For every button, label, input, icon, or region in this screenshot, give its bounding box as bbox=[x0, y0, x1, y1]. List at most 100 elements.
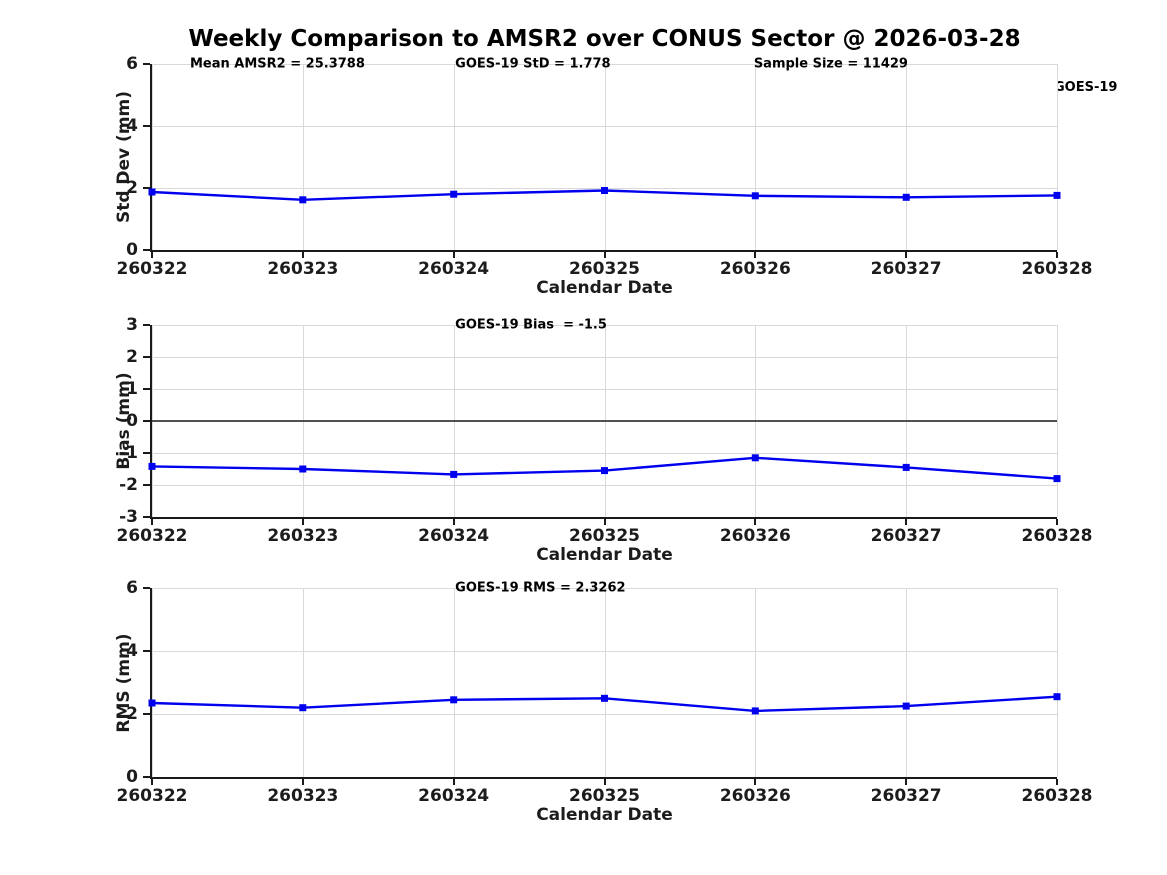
y-axis-spine bbox=[150, 325, 152, 519]
data-point-marker bbox=[299, 465, 307, 473]
data-point-marker bbox=[751, 454, 759, 462]
y-tick-label: -1 bbox=[119, 443, 138, 463]
x-tick-label: 260325 bbox=[569, 786, 640, 806]
gridline bbox=[302, 64, 304, 250]
x-tick-label: 260326 bbox=[719, 786, 791, 806]
y-tick bbox=[143, 63, 150, 65]
gridline bbox=[1057, 64, 1058, 250]
y-tick-label: 0 bbox=[126, 767, 138, 787]
x-tick-label: 260323 bbox=[267, 786, 339, 806]
stat-annotation: Mean AMSR2 = 25.3788 bbox=[190, 56, 365, 72]
y-tick bbox=[143, 776, 150, 778]
x-tick-label: 260325 bbox=[569, 526, 640, 546]
x-tick-label: 260323 bbox=[267, 526, 339, 546]
y-tick bbox=[143, 125, 150, 127]
stat-annotation: GOES-19 RMS = 2.3262 bbox=[455, 580, 626, 596]
x-tick-label: 260328 bbox=[1021, 786, 1093, 806]
y-tick-label: 2 bbox=[126, 178, 138, 198]
subplot-bias: 260322 260323 260324 260325 260326 260327 2603… bbox=[114, 315, 1092, 565]
y-tick-label: 0 bbox=[126, 240, 138, 260]
gridline bbox=[453, 588, 455, 777]
subplot-std-dev: 260322 260323 260324 260325 260326 260327 2603… bbox=[114, 54, 1092, 298]
y-tick bbox=[143, 249, 150, 251]
y-tick bbox=[143, 388, 150, 390]
y-tick bbox=[143, 324, 150, 326]
data-point-marker bbox=[601, 187, 608, 194]
gridline bbox=[453, 64, 455, 250]
x-tick-label: 260328 bbox=[1021, 259, 1093, 279]
y-tick-label: 6 bbox=[126, 54, 138, 74]
x-tick bbox=[754, 519, 757, 525]
y-axis-label: Std Dev (mm) bbox=[114, 90, 134, 224]
y-axis-spine bbox=[150, 588, 152, 779]
x-tick bbox=[452, 519, 455, 525]
stat-annotation: Sample Size = 11429 bbox=[753, 56, 908, 72]
gridline bbox=[152, 453, 1057, 454]
x-tick bbox=[1056, 779, 1058, 785]
gridline bbox=[906, 64, 908, 250]
y-tick-label: 4 bbox=[126, 641, 138, 661]
stat-annotation: GOES-19 Bias = -1.5 bbox=[455, 317, 607, 333]
x-axis-label: Calendar Date bbox=[536, 545, 673, 565]
y-axis-label: Bias (mm) bbox=[114, 372, 134, 470]
y-tick bbox=[143, 356, 150, 358]
x-tick bbox=[603, 252, 606, 258]
x-tick bbox=[452, 779, 455, 785]
y-axis-label: RMS (mm) bbox=[114, 632, 134, 733]
x-tick bbox=[151, 252, 153, 258]
gridline bbox=[755, 64, 757, 250]
gridline bbox=[1057, 588, 1058, 777]
gridline bbox=[755, 588, 757, 777]
y-tick bbox=[143, 452, 150, 454]
y-axis-spine bbox=[150, 64, 152, 252]
x-axis-spine bbox=[150, 250, 1057, 252]
data-point-marker bbox=[299, 704, 307, 712]
x-tick-label: 260322 bbox=[116, 259, 188, 279]
y-tick bbox=[143, 484, 150, 486]
data-point-marker bbox=[450, 696, 458, 704]
gridline bbox=[906, 588, 908, 777]
gridline bbox=[152, 389, 1057, 390]
gridline bbox=[604, 64, 606, 250]
x-tick-label: 260327 bbox=[870, 259, 942, 279]
x-tick bbox=[603, 779, 606, 785]
gridline bbox=[152, 588, 153, 777]
y-tick bbox=[143, 650, 150, 652]
subplot-rms: 260322 260323 260324 260325 260326 260327 2603… bbox=[114, 578, 1092, 825]
gridline bbox=[152, 126, 1057, 127]
data-point-marker bbox=[148, 699, 156, 707]
gridline bbox=[152, 325, 1057, 326]
y-tick-label: 2 bbox=[126, 347, 138, 367]
x-tick bbox=[151, 779, 153, 785]
data-point-marker bbox=[601, 694, 608, 702]
gridline bbox=[152, 588, 1057, 589]
legend-label: GOES-19 bbox=[1054, 79, 1118, 95]
x-tick bbox=[1056, 252, 1058, 258]
data-point-marker bbox=[1053, 475, 1061, 483]
x-tick bbox=[301, 252, 304, 258]
gridline bbox=[152, 714, 1057, 715]
x-tick-label: 260324 bbox=[418, 259, 490, 279]
y-tick-label: 6 bbox=[126, 578, 138, 598]
x-axis-spine bbox=[150, 777, 1057, 779]
gridline bbox=[152, 357, 1057, 358]
y-tick bbox=[143, 713, 150, 715]
data-point-marker bbox=[148, 188, 156, 196]
y-tick-label: 3 bbox=[126, 315, 138, 335]
x-tick bbox=[905, 779, 908, 785]
x-tick-label: 260326 bbox=[719, 259, 791, 279]
data-layer bbox=[148, 187, 1061, 204]
x-tick-label: 260324 bbox=[418, 526, 490, 546]
data-point-marker bbox=[450, 190, 458, 198]
y-tick bbox=[143, 187, 150, 189]
gridline bbox=[152, 64, 153, 250]
x-tick-label: 260326 bbox=[719, 526, 791, 546]
data-point-marker bbox=[148, 462, 156, 470]
y-tick-label: 0 bbox=[126, 411, 138, 431]
gridline bbox=[302, 588, 304, 777]
x-tick-label: 260327 bbox=[870, 786, 942, 806]
x-axis-label: Calendar Date bbox=[536, 805, 673, 825]
data-point-marker bbox=[751, 192, 759, 200]
y-tick-label: -3 bbox=[119, 507, 138, 527]
data-point-marker bbox=[902, 463, 910, 471]
